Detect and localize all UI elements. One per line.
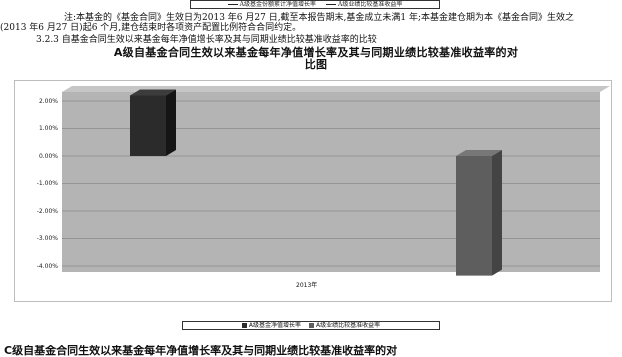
y-tick-label: 0.00% <box>38 152 58 160</box>
note-line-2: (2013 年6 月27 日)起6 个月,建仓结束时各项资产配置比例符合合同约定… <box>0 23 302 33</box>
y-tick-label: 1.00% <box>38 125 58 132</box>
y-tick-label: -3.00% <box>36 235 58 242</box>
top-legend: A级基金份额累计净值增长率 A级业绩比较基准收益率 <box>190 0 440 9</box>
top-legend-label-2: A级业绩比较基准收益率 <box>338 1 403 8</box>
legend-label-2: A级业绩比较基准收益率 <box>316 322 381 329</box>
y-tick-label: 2.00% <box>38 97 58 105</box>
top-legend-label-1: A级基金份额累计净值增长率 <box>239 1 316 8</box>
bar-1 <box>130 95 166 156</box>
legend-swatch-1 <box>241 323 247 328</box>
plot-wall-top <box>62 86 610 92</box>
bar-top-1 <box>130 89 176 96</box>
bar-2 <box>456 156 492 276</box>
chart-frame <box>14 80 612 302</box>
top-legend-item-2: A级业绩比较基准收益率 <box>326 1 402 8</box>
y-tick-label: -2.00% <box>36 207 58 215</box>
y-tick-label: -1.00% <box>36 180 58 187</box>
top-legend-item-1: A级基金份额累计净值增长率 <box>227 1 316 8</box>
chart-title-line-2: 比图 <box>304 58 328 71</box>
bar-top-2 <box>456 150 502 156</box>
bar-side-2 <box>492 150 502 276</box>
bar-side-1 <box>166 89 176 156</box>
legend-swatch-2 <box>309 323 314 328</box>
chart-title-line-1: A级自基金合同生效以来基金每年净值增长率及其与同期业绩比较基准收益率的对 <box>113 46 519 59</box>
legend-item-2: A级业绩比较基准收益率 <box>309 322 380 329</box>
next-chart-title: C级自基金合同生效以来基金每年净值增长率及其与同期业绩比较基准收益率的对 <box>4 345 398 357</box>
legend-label-1: A级基金净值增长率 <box>248 322 301 329</box>
x-category-label: 2013年 <box>296 282 318 289</box>
chart-legend: A级基金净值增长率 A级业绩比较基准收益率 <box>182 321 440 330</box>
section-heading: 3.2.3 自基金合同生效以来基金每年净值增长率及其与同期业绩比较基准收益率的比… <box>36 35 377 45</box>
chart-title: A级自基金合同生效以来基金每年净值增长率及其与同期业绩比较基准收益率的对 比图 <box>10 47 622 71</box>
note-line-1: 注:本基金的《基金合同》生效日为2013 年6 月27 日,截至本报告期末,基金… <box>64 13 575 23</box>
legend-item-1: A级基金净值增长率 <box>241 322 301 329</box>
y-tick-label: -4.00% <box>36 262 58 270</box>
